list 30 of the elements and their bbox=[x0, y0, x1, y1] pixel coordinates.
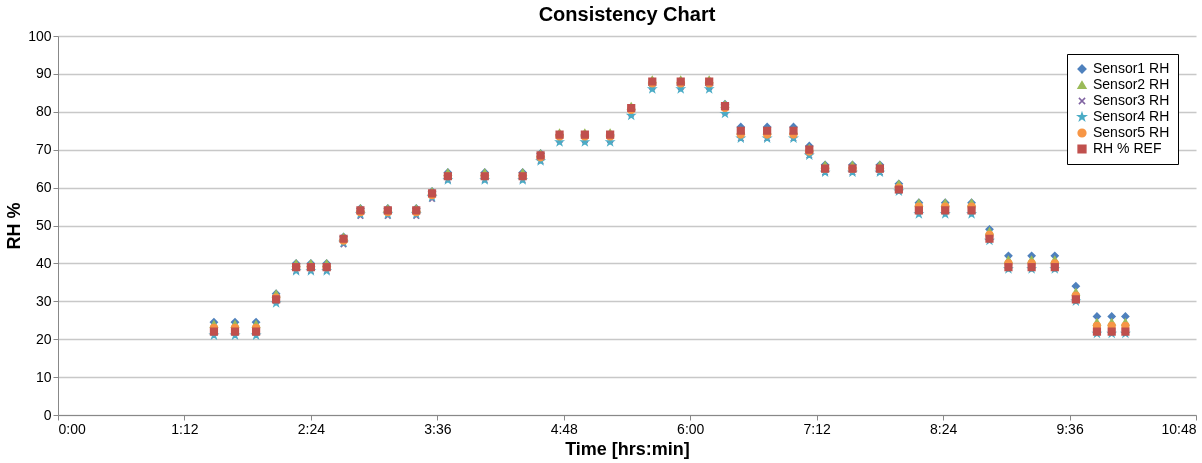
x-tick-label: 3:36 bbox=[424, 420, 452, 437]
y-tick-label: 90 bbox=[35, 65, 52, 82]
y-tick-label: 60 bbox=[35, 179, 52, 196]
x-tick-label: 4:48 bbox=[550, 420, 579, 437]
y-tick-label: 0 bbox=[43, 406, 52, 423]
y-tick-label: 100 bbox=[28, 27, 52, 44]
chart-title: Consistency Chart bbox=[538, 3, 716, 25]
y-tick-label: 80 bbox=[35, 103, 52, 120]
y-tick-label: 40 bbox=[35, 254, 52, 271]
legend-label: Sensor4 RH bbox=[1093, 108, 1170, 124]
y-tick-label: 70 bbox=[35, 141, 52, 158]
y-tick-label: 10 bbox=[35, 368, 52, 385]
x-tick-label: 9:36 bbox=[1056, 420, 1084, 437]
legend-label: RH % REF bbox=[1093, 140, 1162, 156]
x-tick-label: 7:12 bbox=[803, 420, 831, 437]
x-axis-title: Time [hrs:min] bbox=[565, 438, 690, 459]
legend-label: Sensor3 RH bbox=[1093, 92, 1170, 108]
y-tick-label: 30 bbox=[35, 292, 52, 309]
legend-label: Sensor2 RH bbox=[1093, 76, 1170, 92]
x-tick-label: 6:00 bbox=[677, 420, 705, 437]
legend-label: Sensor5 RH bbox=[1093, 124, 1170, 140]
y-tick-label: 50 bbox=[35, 217, 52, 233]
x-tick-label: 10:48 bbox=[1161, 420, 1197, 437]
x-tick-label: 2:24 bbox=[297, 420, 326, 437]
x-tick-label: 1:12 bbox=[171, 420, 199, 437]
x-tick-label: 0:00 bbox=[58, 420, 86, 437]
legend-label: Sensor1 RH bbox=[1093, 60, 1170, 76]
y-axis-title: RH % bbox=[4, 202, 25, 250]
y-tick-label: 20 bbox=[35, 330, 52, 347]
x-tick-label: 8:24 bbox=[929, 420, 958, 437]
